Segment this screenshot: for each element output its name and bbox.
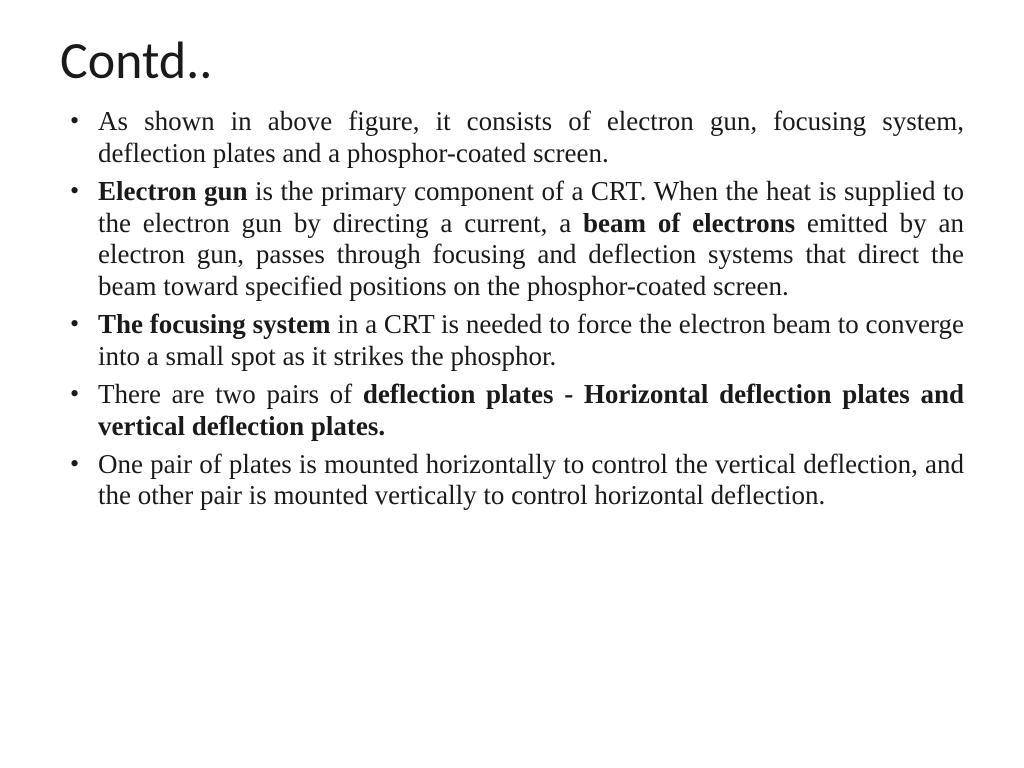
bullet-item: One pair of plates is mounted horizontal… (60, 449, 964, 513)
bullet-item: The focusing system in a CRT is needed t… (60, 309, 964, 373)
text-segment: There are two pairs of (98, 379, 363, 409)
bullet-item: There are two pairs of deflection plates… (60, 379, 964, 443)
text-segment: beam of electrons (583, 208, 795, 238)
bullet-item: As shown in above figure, it consists of… (60, 106, 964, 170)
text-segment: One pair of plates is mounted horizontal… (98, 449, 964, 511)
slide-title: Contd.. (60, 28, 964, 92)
bullet-item: Electron gun is the primary component of… (60, 176, 964, 303)
text-segment: As shown in above figure, it consists of… (98, 106, 964, 168)
text-segment: The focusing system (98, 309, 331, 339)
text-segment: Electron gun (98, 176, 248, 206)
bullet-list: As shown in above figure, it consists of… (60, 106, 964, 512)
